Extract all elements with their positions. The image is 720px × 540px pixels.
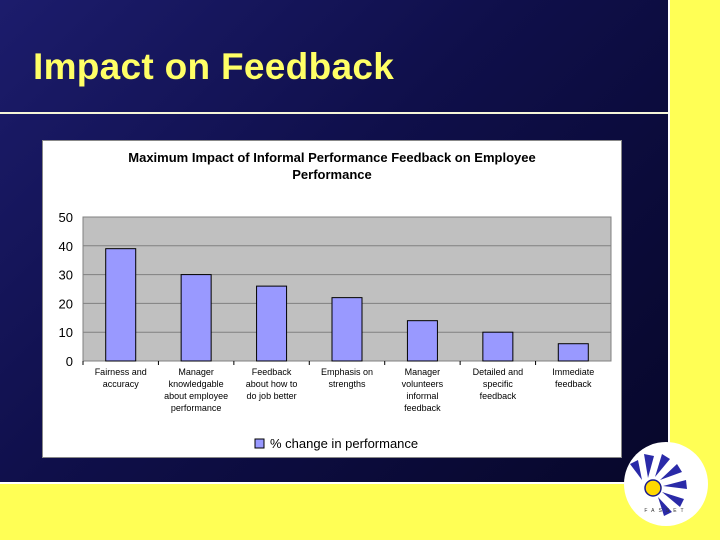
x-tick-label: strengths [328,379,366,389]
x-tick-label: Immediate [552,367,594,377]
bar [105,248,137,362]
x-tick-label: specific [483,379,514,389]
x-tick-label: about employee [164,391,228,401]
bar [482,331,514,362]
bar [331,297,363,362]
x-tick-label: do job better [247,391,297,401]
y-tick-label: 0 [66,354,73,369]
x-tick-label: feedback [555,379,592,389]
legend-label: % change in performance [270,436,418,451]
x-tick-label: Emphasis on [321,367,373,377]
x-tick-label: knowledgable [169,379,224,389]
chart-title: Maximum Impact of Informal Performance F… [128,150,535,165]
bottom-accent-bar [0,484,720,540]
x-tick-label: feedback [480,391,517,401]
y-tick-label: 50 [59,210,73,225]
y-tick-label: 30 [59,268,73,283]
x-tick-label: accuracy [103,379,140,389]
slide-title: Impact on Feedback [33,46,395,87]
fasset-logo: FASSET [624,442,708,526]
bar [406,320,438,362]
x-tick-label: performance [171,403,222,413]
x-tick-label: Fairness and [95,367,147,377]
x-tick-label: informal [406,391,438,401]
sunburst-logo-icon [630,454,687,516]
x-tick-label: Feedback [252,367,292,377]
y-tick-label: 20 [59,296,73,311]
x-tick-label: about how to [246,379,298,389]
bar [180,274,212,362]
x-tick-label: Manager [405,367,441,377]
x-tick-label: volunteers [402,379,444,389]
x-tick-label: Manager [178,367,214,377]
bar-chart: Maximum Impact of Informal Performance F… [59,150,612,451]
chart-title: Performance [292,167,371,182]
y-tick-label: 40 [59,239,73,254]
bar [256,285,288,362]
x-tick-label: Detailed and [473,367,524,377]
title-divider [0,112,668,114]
x-tick-label: feedback [404,403,441,413]
bar [557,343,589,362]
legend-swatch [254,438,265,449]
y-tick-label: 10 [59,325,73,340]
chart-panel: Maximum Impact of Informal Performance F… [42,140,622,458]
logo-wordmark: FASSET [644,508,688,514]
